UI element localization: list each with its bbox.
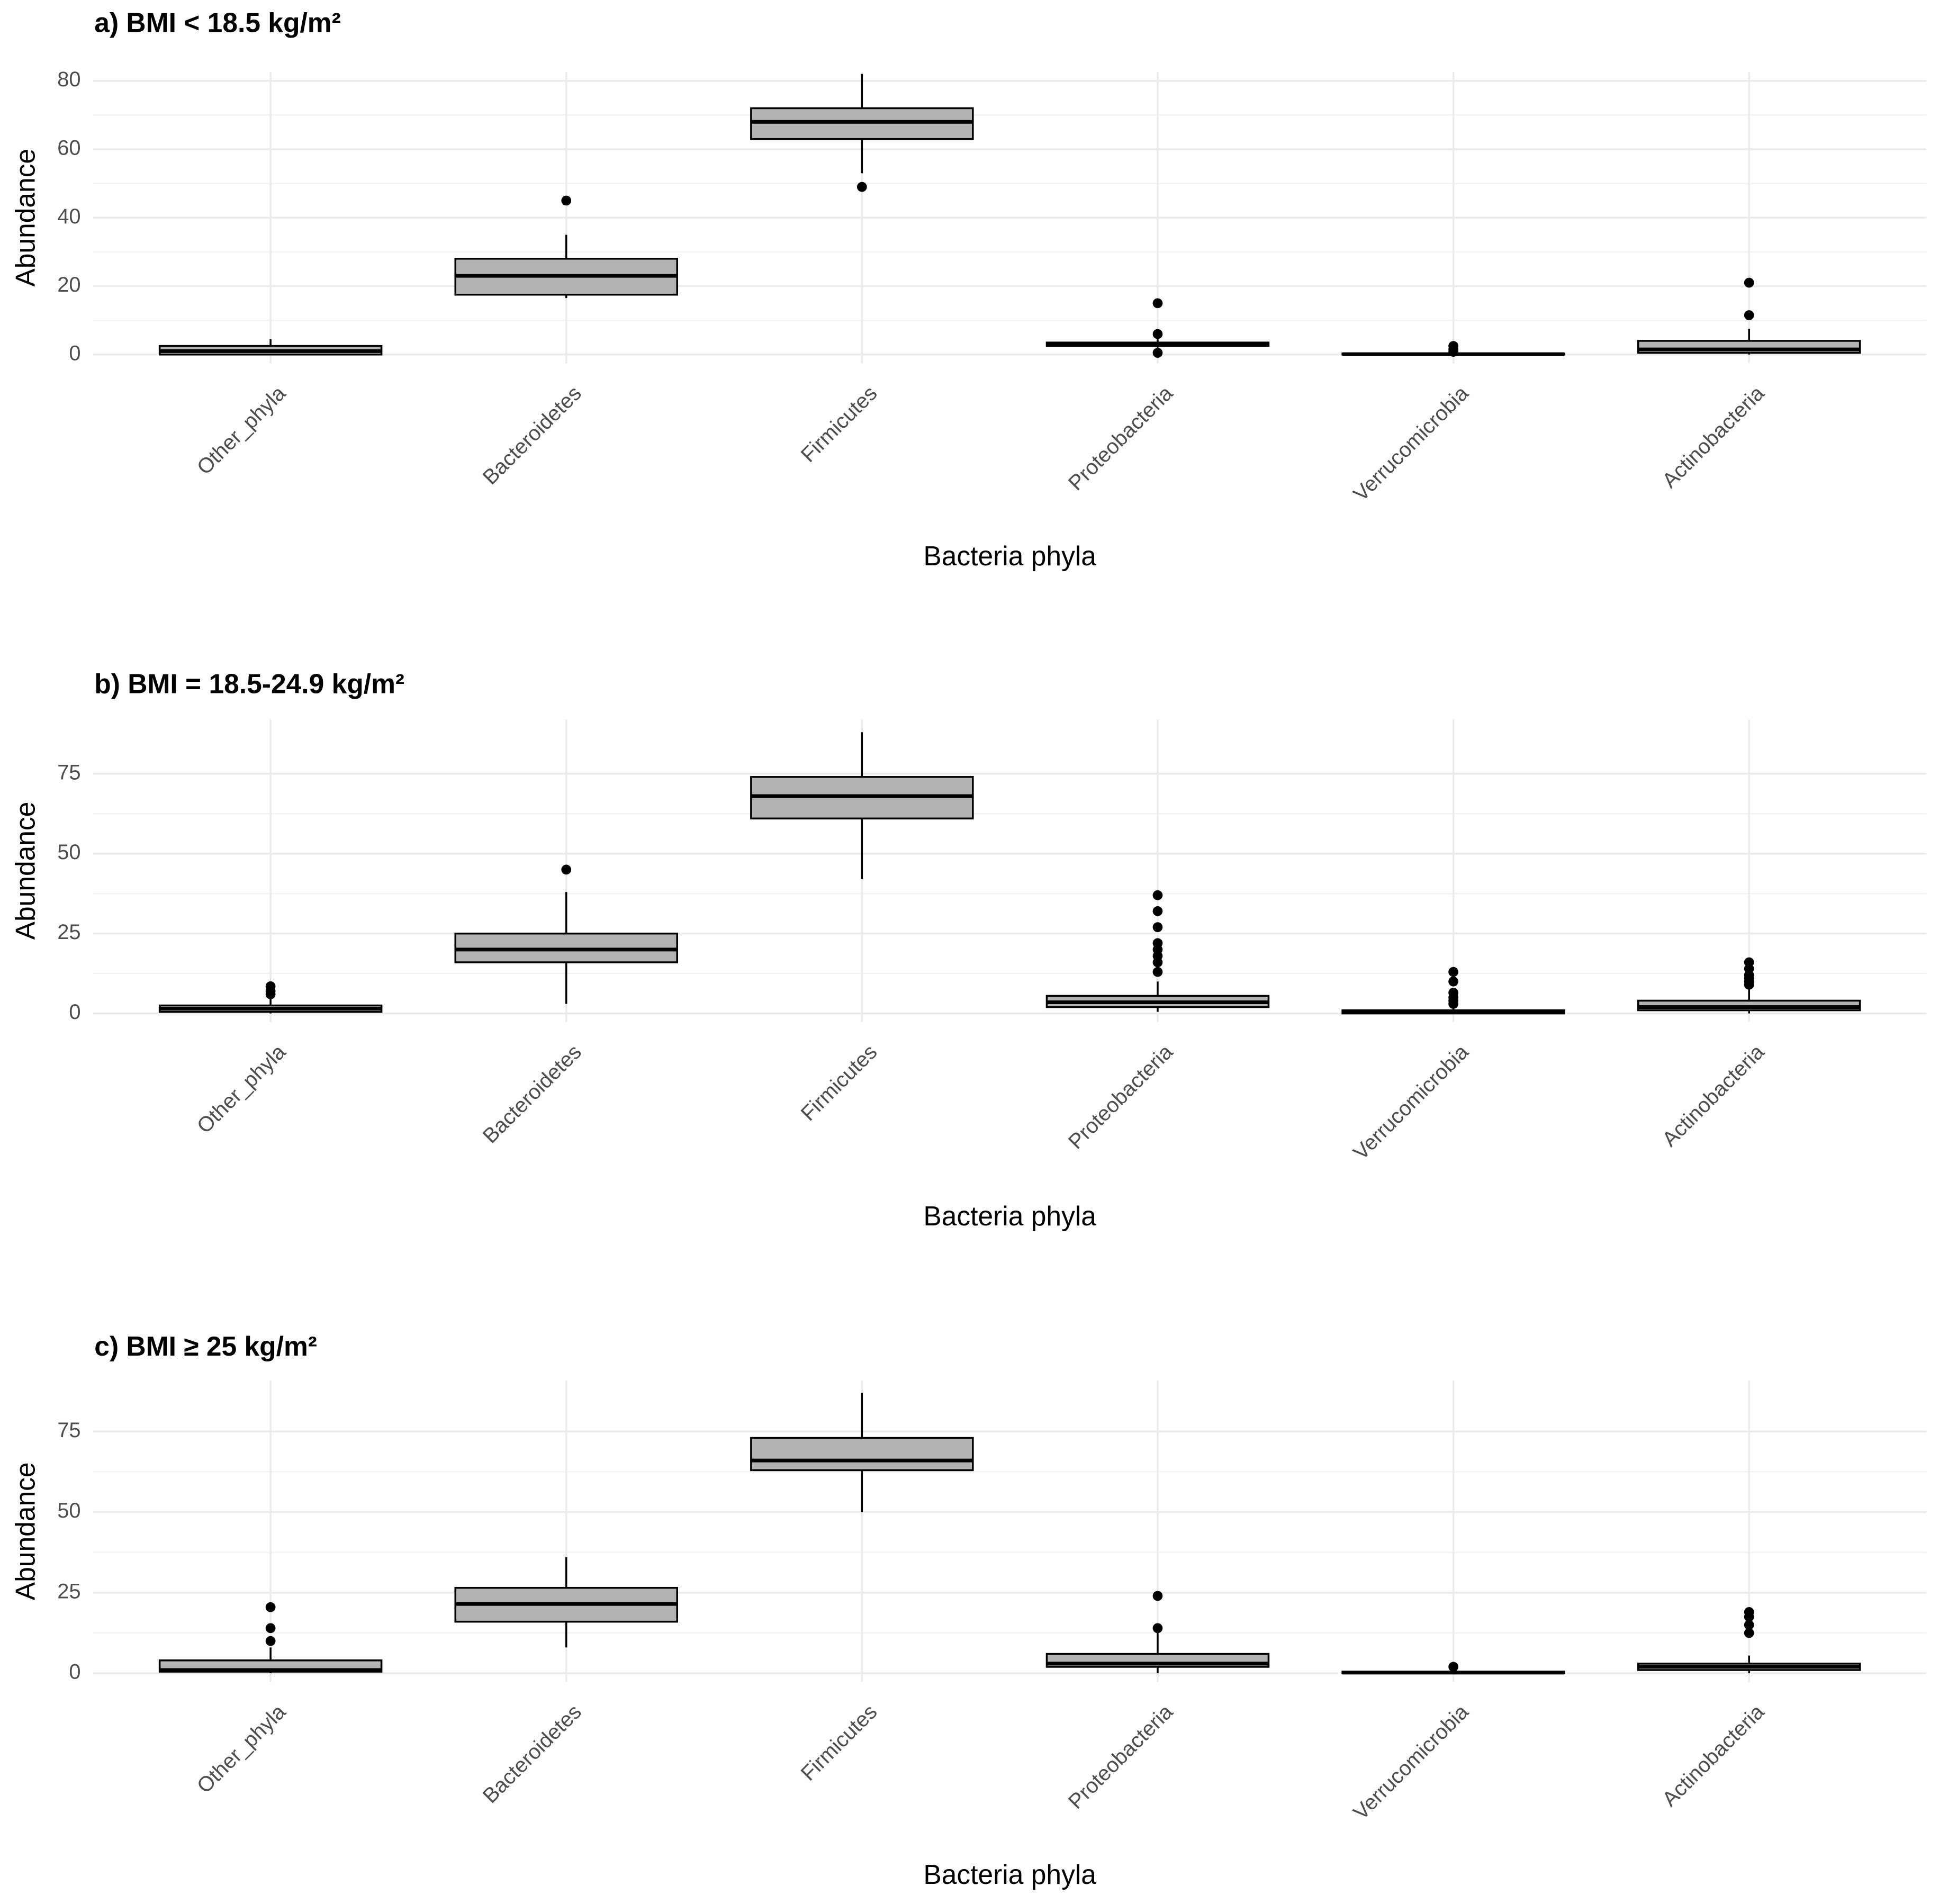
x-tick-label: Firmicutes: [797, 382, 882, 467]
y-tick-label: 50: [57, 1499, 80, 1522]
outlier: [1744, 1607, 1754, 1617]
y-tick-label: 0: [69, 1661, 80, 1684]
x-tick-label: Other_phyla: [193, 1040, 291, 1138]
x-axis-label: Bacteria phyla: [923, 1859, 1096, 1890]
outlier: [1152, 1623, 1163, 1634]
outlier: [265, 1623, 276, 1634]
y-tick-label: 20: [57, 273, 80, 296]
y-tick-label: 75: [57, 761, 80, 784]
chart-title: a) BMI < 18.5 kg/m²: [94, 7, 341, 38]
outlier: [1448, 967, 1458, 977]
outlier: [561, 864, 572, 875]
outlier: [265, 989, 276, 999]
x-tick-label: Bacteroidetes: [479, 382, 586, 489]
x-tick-label: Verrucomicrobia: [1349, 1040, 1473, 1165]
y-tick-label: 80: [57, 68, 80, 91]
x-tick-label: Other_phyla: [193, 381, 291, 479]
outlier: [1152, 298, 1163, 309]
outlier: [561, 195, 572, 206]
y-tick-label: 60: [57, 137, 80, 160]
y-axis-label: Abundance: [10, 1462, 40, 1600]
outlier: [1744, 310, 1754, 320]
chart-title: b) BMI = 18.5-24.9 kg/m²: [94, 668, 404, 699]
outlier: [265, 1602, 276, 1612]
y-axis-label: Abundance: [10, 149, 40, 287]
outlier: [1744, 1628, 1754, 1638]
outlier: [856, 182, 867, 192]
outlier: [1744, 277, 1754, 288]
outlier: [1152, 938, 1163, 949]
outlier: [1448, 347, 1458, 357]
outlier: [1152, 1591, 1163, 1601]
chart-title: c) BMI ≥ 25 kg/m²: [94, 1331, 317, 1361]
outlier: [1448, 987, 1458, 998]
x-tick-label: Firmicutes: [797, 1700, 882, 1785]
y-axis-label: Abundance: [10, 802, 40, 940]
box: [750, 1437, 974, 1472]
y-tick-label: 50: [57, 841, 80, 864]
x-tick-label: Bacteroidetes: [479, 1700, 586, 1808]
outlier: [1152, 967, 1163, 977]
x-tick-label: Proteobacteria: [1064, 1040, 1178, 1154]
x-tick-label: Firmicutes: [797, 1040, 882, 1125]
x-axis-label: Bacteria phyla: [923, 1201, 1096, 1231]
y-tick-label: 25: [57, 921, 80, 944]
x-tick-label: Verrucomicrobia: [1349, 1700, 1473, 1824]
x-tick-label: Verrucomicrobia: [1349, 381, 1473, 506]
y-tick-label: 0: [69, 1000, 80, 1024]
y-tick-label: 75: [57, 1419, 80, 1442]
outlier: [1152, 922, 1163, 932]
outlier: [1152, 348, 1163, 358]
y-tick-label: 0: [69, 341, 80, 365]
outlier: [1152, 906, 1163, 916]
outlier: [1152, 890, 1163, 900]
x-tick-label: Bacteroidetes: [479, 1040, 586, 1148]
outlier: [1448, 1662, 1458, 1672]
x-tick-label: Actinobacteria: [1658, 1040, 1769, 1151]
outlier: [1744, 957, 1754, 968]
x-tick-label: Actinobacteria: [1658, 381, 1769, 492]
x-tick-label: Other_phyla: [193, 1700, 291, 1798]
x-tick-label: Actinobacteria: [1658, 1700, 1769, 1811]
x-axis-label: Bacteria phyla: [923, 540, 1096, 571]
outlier: [1152, 329, 1163, 339]
y-tick-label: 25: [57, 1580, 80, 1603]
outlier: [1744, 1620, 1754, 1630]
y-tick-label: 40: [57, 205, 80, 228]
x-tick-label: Proteobacteria: [1064, 381, 1178, 495]
outlier: [265, 1636, 276, 1646]
outlier: [1448, 976, 1458, 987]
x-tick-label: Proteobacteria: [1064, 1700, 1178, 1813]
